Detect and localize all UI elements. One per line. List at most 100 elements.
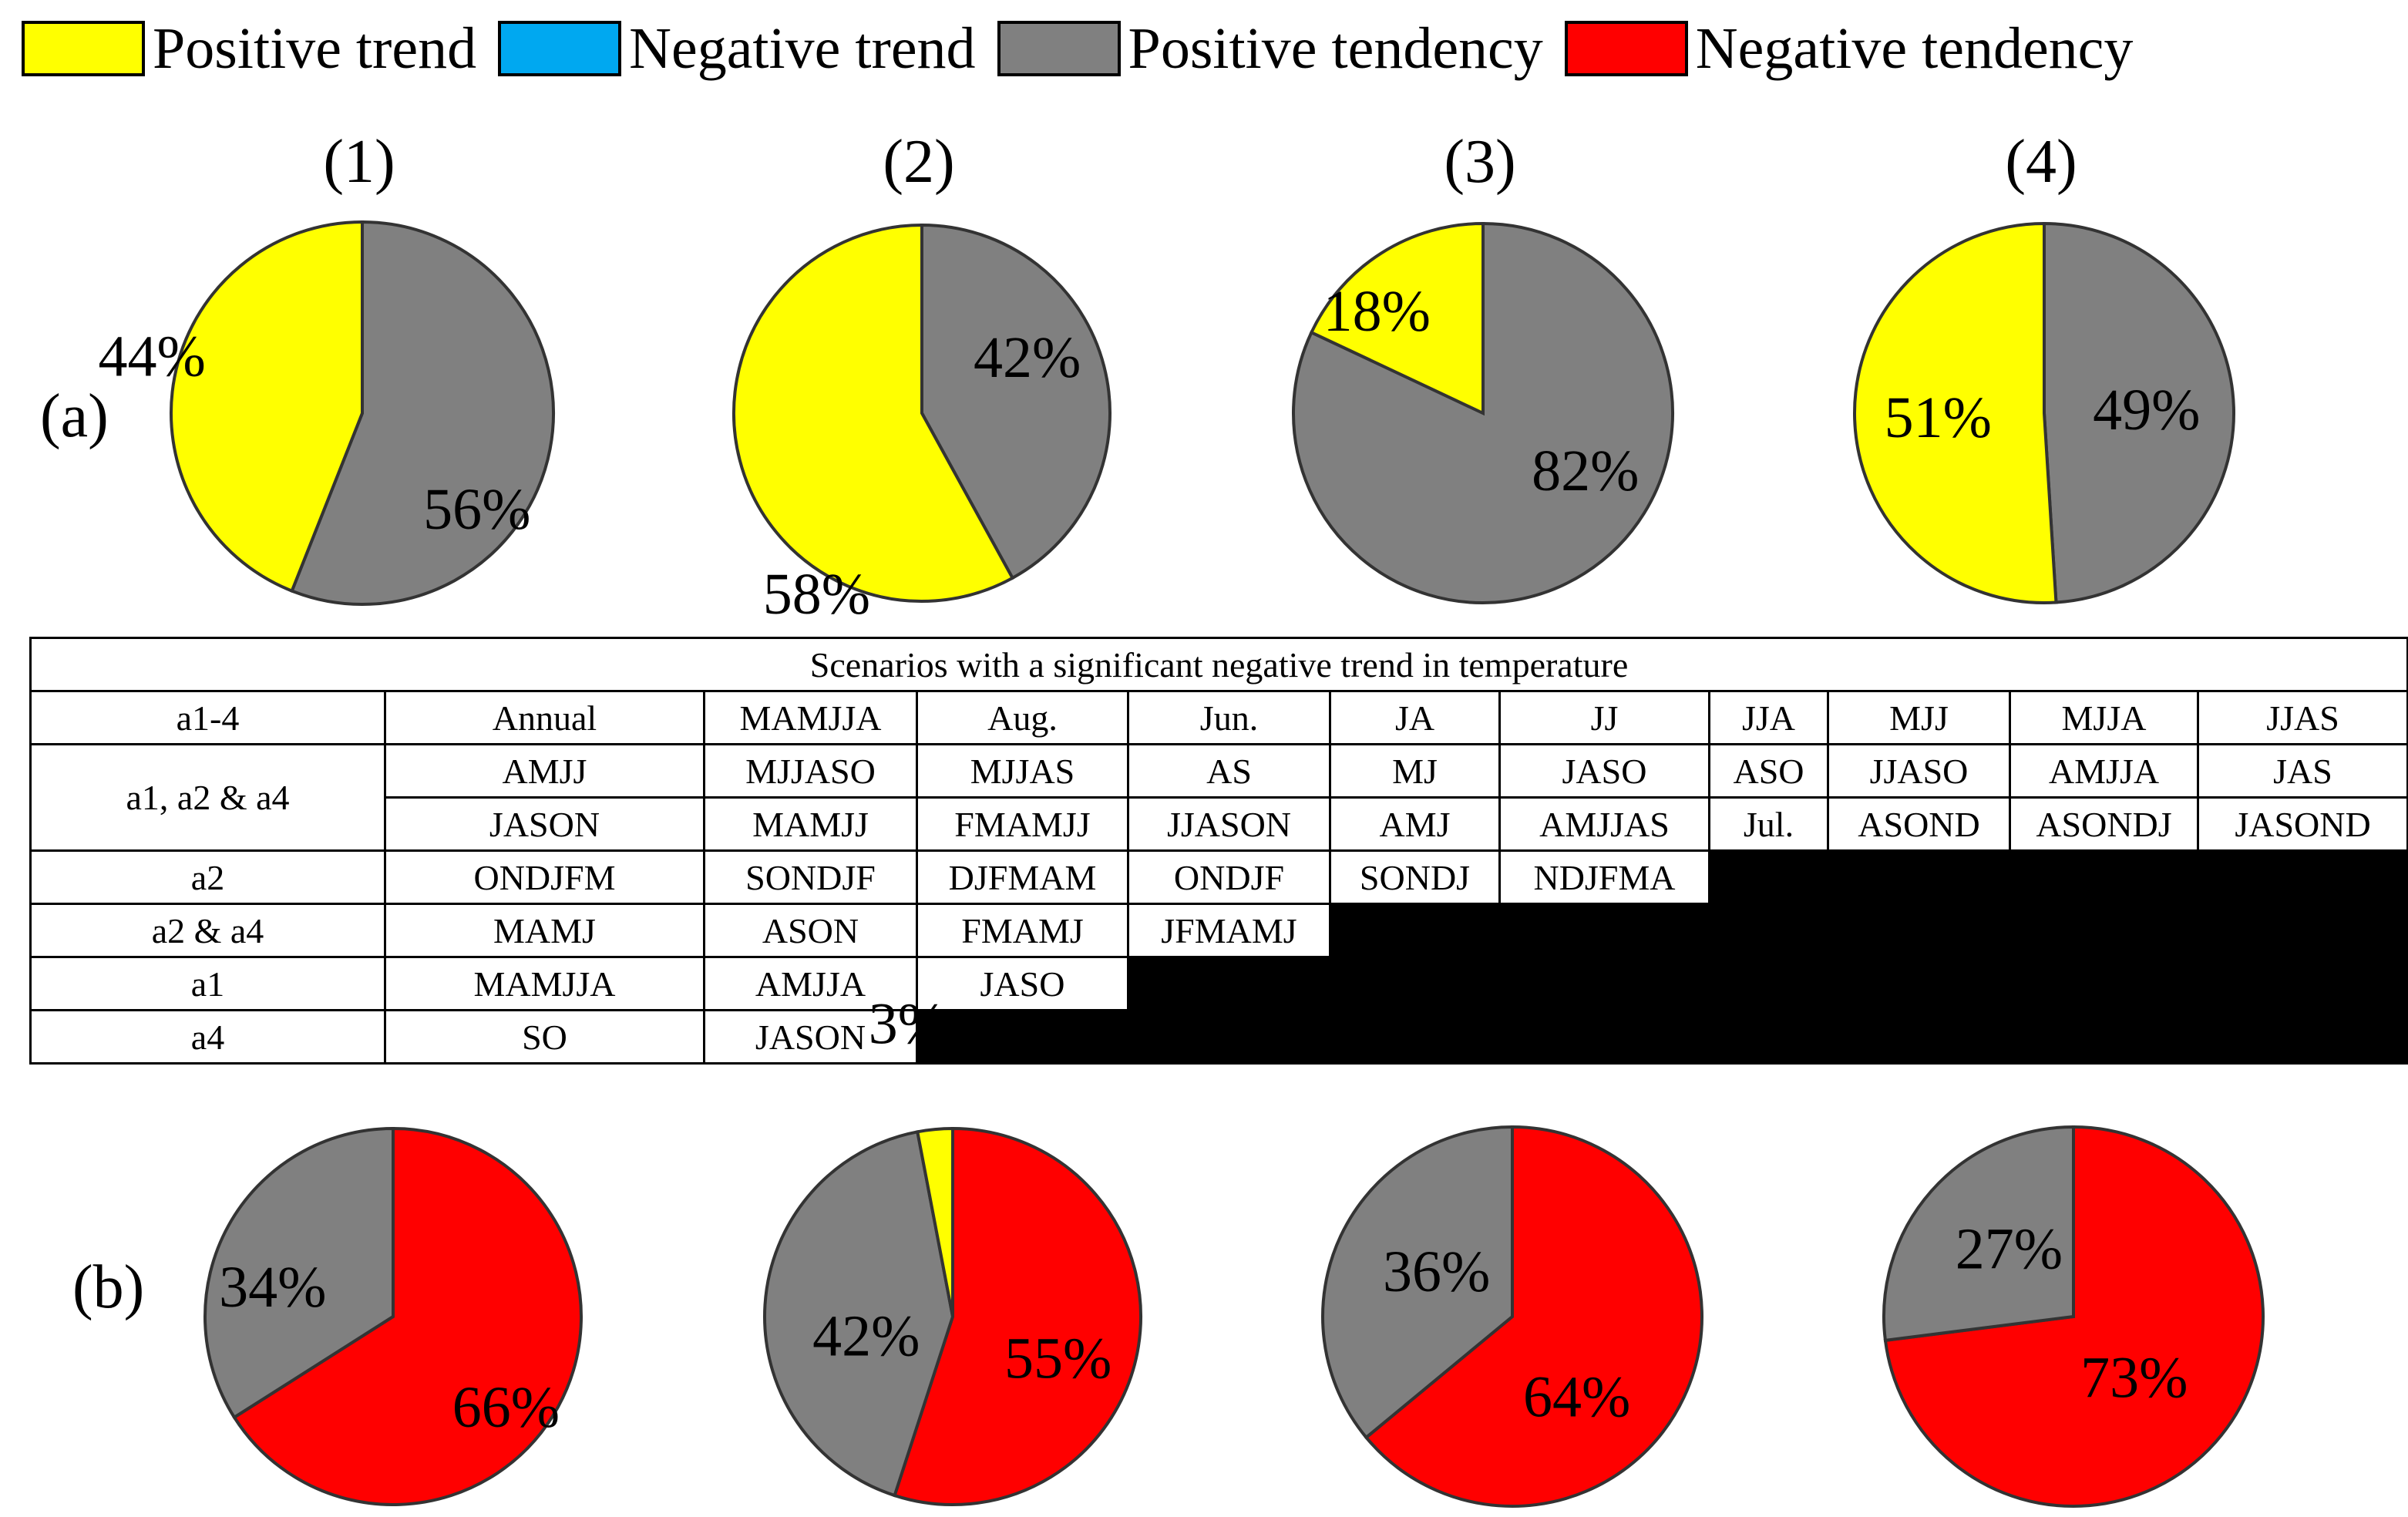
legend-swatch	[498, 21, 622, 76]
slice-label: 36%	[1383, 1240, 1490, 1304]
slice-label: 42%	[812, 1303, 920, 1368]
row-label: a1	[29, 956, 386, 1011]
table-cell: SO	[384, 1009, 705, 1065]
pie-slice	[920, 223, 1112, 580]
slice-label: 55%	[1004, 1327, 1112, 1391]
table-cell: JJ	[1498, 690, 1710, 745]
row-label: a1, a2 & a4	[29, 743, 386, 852]
table-cell: JASOND	[2196, 796, 2408, 852]
pie-slice	[1321, 1125, 1514, 1440]
pie-slice	[915, 1126, 954, 1317]
blank-cell	[915, 1009, 2408, 1065]
pie-slice	[2043, 221, 2235, 604]
table-cell: SONDJ	[1329, 849, 1501, 905]
row-label: a2	[29, 849, 386, 905]
legend-swatch	[22, 21, 145, 76]
slice-label: 82%	[1532, 439, 1639, 503]
legend-item: Positive trend	[22, 19, 476, 78]
table-cell: JASON	[384, 796, 705, 852]
pie-slice	[893, 1126, 1142, 1506]
pie-slice	[1853, 221, 2058, 604]
table-cell: MJ	[1329, 743, 1501, 799]
slice-label: 58%	[763, 562, 870, 627]
pie-slice	[732, 223, 1015, 603]
pie-chart: 18% 82% (3)	[1292, 128, 1674, 604]
table-cell: JJAS	[2196, 690, 2408, 745]
legend-label: Negative trend	[629, 16, 976, 81]
table-row: a1-4 Annual MAMJJA Aug. Jun. JA JJ JJA MJJ MJJA JJ…	[29, 690, 2408, 745]
slice-label: 64%	[1523, 1364, 1630, 1429]
table-cell: JASO	[916, 956, 1129, 1011]
pie-title: (1)	[323, 128, 395, 196]
pie-slice	[170, 220, 364, 594]
table-row: a1, a2 & a4 AMJJ MJJASO MJJAS AS MJ JASO ASO JJA…	[29, 743, 2408, 852]
pie-chart: 34% 66%	[203, 1126, 583, 1506]
table-cell: JJASO	[1827, 743, 2011, 799]
panel-label-a: (a)	[40, 382, 109, 450]
table-cell: ONDJF	[1127, 849, 1331, 905]
table-cell: DJFMAM	[916, 849, 1129, 905]
legend-swatch	[1564, 21, 1688, 76]
row-label: a2 & a4	[29, 903, 386, 958]
table-row: a2 & a4 MAMJ ASON FMAMJ JFMAMJ	[29, 903, 2408, 958]
pie-chart: 51% 49% (4)	[1853, 128, 2235, 604]
slice-label: 34%	[219, 1255, 326, 1320]
table-cell: MAMJJA	[384, 956, 705, 1011]
table-cell: ONDJFM	[384, 849, 705, 905]
table-cell: JASO	[1498, 743, 1710, 799]
pie-title: (3)	[1444, 128, 1515, 196]
slice-label: 49%	[2093, 378, 2200, 442]
table-cell: ASOND	[1827, 796, 2011, 852]
table-title: Scenarios with a significant negative tr…	[29, 637, 2408, 692]
pie-title: (2)	[883, 128, 954, 196]
panel-label-b: (b)	[72, 1253, 145, 1321]
slice-label: 42%	[974, 325, 1081, 390]
pie-slice	[1309, 221, 1485, 416]
table-cell: MJJ	[1827, 690, 2011, 745]
pie-chart: 36% 64%	[1321, 1125, 1703, 1508]
pie-chart: 44% 56% (1)	[99, 128, 555, 606]
table-cell: JA	[1329, 690, 1501, 745]
pie-chart: 27% 73%	[1882, 1125, 2265, 1508]
legend: Positive trend Negative trend Positive ten…	[22, 14, 2154, 83]
table-cell: FMAMJJ	[916, 796, 1129, 852]
table-row: a4 SO JASON	[29, 1009, 2408, 1065]
table-cell: Annual	[384, 690, 705, 745]
scenario-table: Scenarios with a significant negative tr…	[29, 637, 2408, 1065]
legend-label: Positive tendency	[1128, 16, 1543, 81]
table-row: JASON MAMJJ FMAMJJ JJASON AMJ AMJJAS Jul. ASOND…	[31, 796, 2408, 852]
table-cell: JASON	[703, 1009, 918, 1065]
table-cell: AMJJ	[384, 743, 705, 799]
pie-slice	[290, 220, 555, 606]
table-cell: JAS	[2196, 743, 2408, 799]
legend-swatch	[997, 21, 1121, 76]
legend-item: Negative trend	[498, 16, 976, 81]
table-cell: AMJJA	[703, 956, 918, 1011]
table-cell: MAMJJ	[703, 796, 918, 852]
slice-label: 44%	[99, 325, 206, 389]
pie-chart: 3%42% 55%	[763, 991, 1142, 1506]
pie-slice	[1364, 1125, 1703, 1508]
pie-chart: 58% 42% (2)	[732, 128, 1112, 627]
slice-label: 56%	[423, 477, 530, 542]
table-cell: ASO	[1708, 743, 1829, 799]
table-cell: FMAMJ	[916, 903, 1129, 958]
slice-label: 18%	[1323, 279, 1431, 344]
pie-title: (4)	[2005, 128, 2077, 196]
slice-label: 73%	[2080, 1346, 2188, 1411]
table-cell: ASONDJ	[2009, 796, 2199, 852]
table-cell: Aug.	[916, 690, 1129, 745]
pie-slice	[203, 1126, 395, 1420]
pie-slice	[232, 1126, 583, 1506]
blank-cell	[1328, 903, 2408, 958]
table-row: a1 MAMJJA AMJJA JASO	[29, 956, 2408, 1011]
table-cell: Jun.	[1127, 690, 1331, 745]
pie-slice	[763, 1129, 955, 1498]
table-cell: AS	[1127, 743, 1331, 799]
legend-item: Positive tendency	[997, 19, 1543, 78]
blank-cell	[1707, 849, 2408, 905]
row-label: a4	[29, 1009, 386, 1065]
table-cell: Jul.	[1708, 796, 1829, 852]
table-cell: AMJ	[1329, 796, 1501, 852]
slice-label: 66%	[452, 1375, 560, 1440]
